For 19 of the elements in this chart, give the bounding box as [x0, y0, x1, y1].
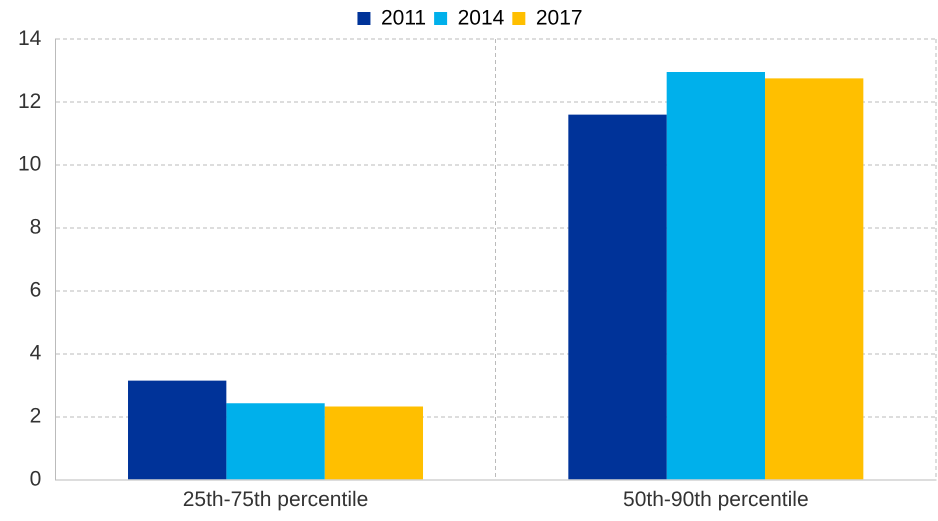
legend-label: 2011 [380, 6, 426, 30]
bar [568, 114, 667, 480]
y-tick-label: 10 [18, 152, 42, 176]
y-tick-label: 14 [18, 26, 42, 50]
bar [324, 406, 424, 480]
bar [226, 403, 325, 480]
y-tick-label: 4 [30, 342, 42, 365]
y-tick-label: 8 [30, 216, 42, 239]
x-tick-label: 50th-90th percentile [623, 488, 809, 512]
bar [666, 72, 766, 480]
legend-label: 2014 [458, 6, 505, 30]
bar [128, 380, 226, 480]
bar [765, 78, 864, 480]
legend-label: 2017 [536, 6, 583, 30]
y-tick-label: 0 [30, 468, 42, 491]
y-tick-label: 12 [18, 90, 42, 113]
y-tick-label: 6 [30, 278, 42, 302]
x-tick-label: 25th-75th percentile [182, 488, 368, 512]
y-tick-label: 2 [30, 404, 42, 428]
